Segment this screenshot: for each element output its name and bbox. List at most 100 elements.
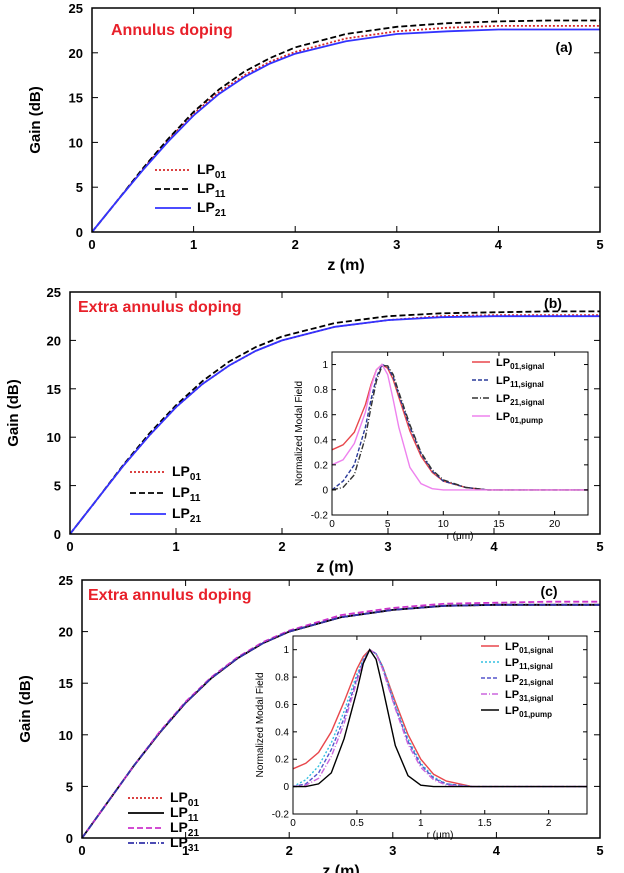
panel-x-axis-label: z (m): [316, 559, 353, 576]
inset-legend-label: LP31,signal: [505, 689, 553, 703]
panel-title: Annulus doping: [111, 22, 233, 39]
panel-frame: [69, 291, 601, 535]
panel-x-tick-label: 4: [490, 539, 498, 554]
panel-x-tick-label: 4: [495, 237, 503, 252]
panel-x-tick-label: 2: [286, 843, 293, 858]
inset-y-tick-label: 1: [283, 645, 289, 656]
legend-label-main: LP: [496, 375, 510, 387]
panel-y-tick-label: 5: [76, 180, 83, 195]
inset-x-axis-label: r (μm): [427, 830, 454, 841]
legend-label-main: LP: [170, 834, 188, 850]
legend-label-subscript: 21: [188, 828, 200, 839]
inset-y-tick-label: 0.8: [314, 385, 328, 396]
inset-y-tick-label: 0.8: [275, 673, 289, 684]
panel-y-tick-label: 15: [47, 382, 61, 397]
legend-label-main: LP: [197, 180, 215, 196]
legend-label-main: LP: [505, 689, 519, 701]
legend-label-subscript: 11: [188, 813, 199, 824]
legend-label-subscript: 21,signal: [519, 678, 553, 687]
panel-x-tick-label: 3: [389, 843, 396, 858]
legend-label: LP11: [170, 804, 199, 824]
inset-y-tick-label: 0.6: [275, 700, 289, 711]
legend-label-subscript: 21,signal: [510, 398, 544, 407]
legend-label-main: LP: [197, 199, 215, 215]
inset-y-tick-label: 0.4: [314, 435, 328, 446]
panel-frame: [81, 579, 601, 839]
legend-label: LP31: [170, 834, 199, 854]
inset-y-tick-label: 0: [283, 782, 289, 793]
inset-x-tick-label: 1.5: [478, 818, 492, 829]
panel-frame: [91, 7, 601, 233]
legend-label-main: LP: [170, 804, 188, 820]
legend-label-subscript: 31: [188, 843, 200, 854]
panel-y-tick-label: 0: [54, 527, 61, 542]
inset-x-tick-label: 15: [493, 519, 505, 530]
panel-x-tick-label: 1: [172, 539, 179, 554]
panel-x-tick-label: 4: [493, 843, 501, 858]
inset-y-tick-label: -0.2: [272, 810, 290, 821]
panel-y-tick-label: 15: [59, 676, 73, 691]
panel-x-tick-label: 3: [393, 237, 400, 252]
panel-y-axis-label: Gain (dB): [5, 379, 22, 447]
panel-x-axis-label: z (m): [322, 863, 359, 873]
series-line-lp31: [81, 603, 600, 839]
inset-x-axis-label: r (μm): [447, 531, 474, 542]
inset-y-tick-label: 0.6: [314, 410, 328, 421]
inset-y-tick-label: 0: [322, 485, 328, 496]
legend-label-subscript: 11,signal: [510, 380, 544, 389]
panel-y-axis-label: Gain (dB): [17, 675, 34, 743]
inset-frame: [292, 635, 588, 815]
panel-x-tick-label: 5: [596, 539, 603, 554]
panel-x-axis-label: z (m): [327, 257, 364, 274]
inset-legend-label: LP21,signal: [496, 393, 544, 407]
panel-y-axis-label: Gain (dB): [27, 86, 44, 154]
inset-x-tick-label: 0: [290, 818, 296, 829]
inset-legend-label: LP01,pump: [496, 411, 543, 425]
legend-label-main: LP: [505, 705, 519, 717]
legend-label: LP01: [197, 161, 226, 181]
inset-x-tick-label: 0: [329, 519, 335, 530]
legend-label-main: LP: [496, 357, 510, 369]
panel-y-tick-label: 20: [69, 46, 83, 61]
inset-legend-label: LP01,signal: [505, 641, 553, 655]
legend-label-main: LP: [172, 463, 190, 479]
panel-x-tick-label: 2: [292, 237, 299, 252]
legend-label-subscript: 01: [190, 472, 202, 483]
series-line-lp11: [91, 19, 600, 233]
inset-x-tick-label: 2: [546, 818, 552, 829]
panel-title: Extra annulus doping: [88, 587, 252, 604]
panel-x-tick-label: 1: [190, 237, 197, 252]
inset-background: [332, 352, 588, 515]
legend-label-subscript: 11: [215, 189, 226, 200]
inset-legend-label: LP11,signal: [505, 657, 553, 671]
legend-label-main: LP: [505, 657, 519, 669]
panel-x-tick-label: 5: [596, 237, 603, 252]
panel-y-tick-label: 15: [69, 91, 83, 106]
inset-legend-label: LP21,signal: [505, 673, 553, 687]
panel-x-tick-label: 3: [384, 539, 391, 554]
panel-x-tick-label: 1: [182, 843, 189, 858]
panel-y-tick-label: 5: [66, 779, 73, 794]
legend-label-subscript: 01: [188, 798, 200, 809]
legend-label-main: LP: [496, 393, 510, 405]
inset-legend-label: LP01,pump: [505, 705, 552, 719]
legend-label-subscript: 01,pump: [510, 416, 543, 425]
inset-legend-label: LP11,signal: [496, 375, 544, 389]
panel-y-tick-label: 0: [66, 831, 73, 846]
legend-label-subscript: 31,signal: [519, 694, 553, 703]
panel-y-tick-label: 25: [47, 285, 61, 300]
panel-x-tick-label: 2: [278, 539, 285, 554]
legend-label: LP21: [172, 505, 201, 525]
panel-y-tick-label: 25: [59, 573, 73, 588]
legend-label-main: LP: [170, 819, 188, 835]
panel-y-tick-label: 20: [47, 333, 61, 348]
inset-series-line-lp01pump: [331, 363, 588, 491]
panel-y-tick-label: 10: [47, 430, 61, 445]
inset-background: [293, 636, 587, 814]
legend-label: LP01: [172, 463, 201, 483]
legend-label-main: LP: [172, 484, 190, 500]
legend-label: LP11: [197, 180, 226, 200]
legend-label-subscript: 01: [215, 170, 227, 181]
panel-y-tick-label: 5: [54, 479, 61, 494]
